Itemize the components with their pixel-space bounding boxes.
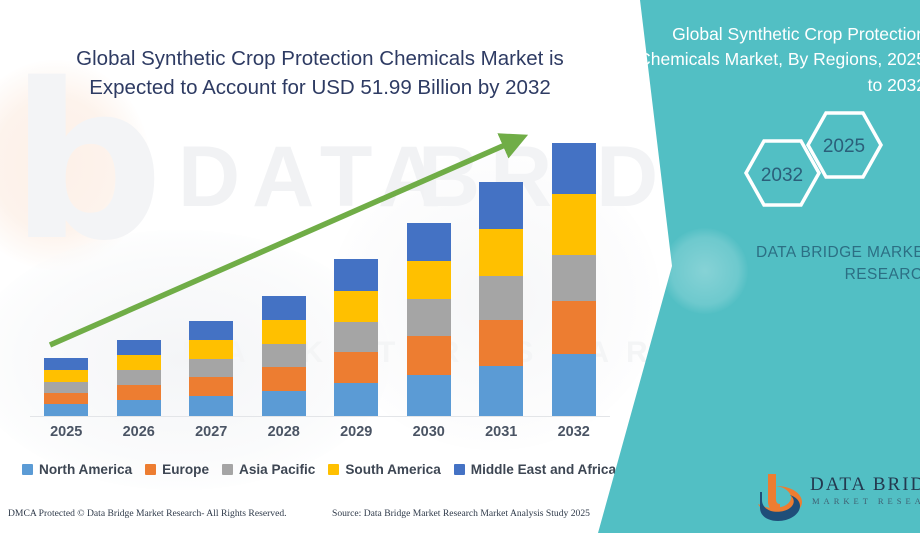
bar-2030 bbox=[406, 223, 451, 416]
x-axis-label-2031: 2031 bbox=[485, 424, 518, 440]
bar-segment bbox=[116, 340, 161, 355]
bar-segment bbox=[479, 366, 524, 416]
bar-segment bbox=[189, 359, 234, 377]
x-axis-line bbox=[30, 416, 610, 417]
bar-segment bbox=[334, 383, 379, 416]
x-axis-label-2027: 2027 bbox=[195, 424, 228, 440]
page-title: Global Synthetic Crop Protection Chemica… bbox=[76, 47, 564, 100]
bar-segment bbox=[261, 296, 306, 320]
bar-segment bbox=[334, 259, 379, 291]
chart-legend: North America Europe Asia Pacific South Ame… bbox=[22, 458, 616, 480]
x-axis-label-2029: 2029 bbox=[340, 424, 373, 440]
x-axis-label-2025: 2025 bbox=[50, 424, 83, 440]
legend-swatch-icon bbox=[145, 463, 157, 475]
bar-segment bbox=[406, 299, 451, 336]
bar-segment bbox=[551, 143, 596, 194]
bar-segment bbox=[44, 393, 89, 404]
bar-segment bbox=[334, 291, 379, 322]
chart-plot-area bbox=[30, 120, 610, 416]
hexagon-2025-label: 2025 bbox=[823, 136, 865, 157]
hexagon-2032-label: 2032 bbox=[761, 165, 803, 186]
bar-2027 bbox=[189, 321, 234, 416]
legend-item[interactable]: Asia Pacific bbox=[222, 462, 315, 477]
bar-segment bbox=[479, 182, 524, 229]
bar-segment bbox=[551, 301, 596, 354]
bar-2028 bbox=[261, 296, 306, 416]
x-axis-label-2028: 2028 bbox=[267, 424, 300, 440]
bar-segment bbox=[189, 321, 234, 340]
legend-item[interactable]: South America bbox=[328, 461, 441, 477]
bar-segment bbox=[261, 367, 306, 391]
bar-2031 bbox=[479, 182, 524, 416]
bar-segment bbox=[479, 320, 524, 366]
bar-segment bbox=[189, 396, 234, 416]
bar-segment bbox=[551, 194, 596, 255]
bar-segment bbox=[334, 352, 379, 383]
legend-label: North America bbox=[39, 461, 133, 477]
bar-segment bbox=[44, 382, 89, 393]
bar-segment bbox=[44, 404, 89, 416]
bar-segment bbox=[406, 261, 451, 299]
bar-segment bbox=[406, 223, 451, 261]
legend-swatch-icon bbox=[453, 463, 465, 475]
bar-segment bbox=[189, 340, 234, 359]
legend-label: Middle East and Africa bbox=[470, 461, 617, 477]
x-axis-label-2030: 2030 bbox=[412, 424, 445, 440]
bar-segment bbox=[406, 336, 451, 375]
bar-2029 bbox=[334, 259, 379, 416]
stacked-bar-chart: 2025 2026 2027 2028 2029 2030 2031 2032 bbox=[30, 120, 610, 448]
legend-label: Asia Pacific bbox=[239, 461, 316, 477]
bar-segment bbox=[261, 320, 306, 344]
hexagon-2025-shape bbox=[805, 111, 884, 179]
hexagon-year-badges: 2025 2032 bbox=[740, 105, 920, 215]
company-logo: DATA BRIDGE MARKET RESEARCH bbox=[746, 468, 920, 524]
bar-2032 bbox=[551, 143, 596, 416]
bar-segment bbox=[116, 385, 161, 400]
panel-brand-line-1: DATA BRIDGE MARKET bbox=[755, 244, 920, 261]
logo-wordmark: DATA BRIDGE bbox=[810, 474, 920, 495]
bar-segment bbox=[116, 400, 161, 416]
x-axis-label-2032: 2032 bbox=[557, 424, 590, 440]
bar-segment bbox=[44, 358, 89, 370]
bar-segment bbox=[551, 255, 596, 301]
bar-segment bbox=[189, 377, 234, 396]
bar-segment bbox=[116, 370, 161, 385]
bar-segment bbox=[44, 370, 89, 382]
bar-segment bbox=[334, 322, 379, 352]
logo-tagline: MARKET RESEARCH bbox=[812, 496, 920, 506]
panel-decorative-circle bbox=[662, 228, 748, 314]
legend-item[interactable]: Europe bbox=[145, 462, 209, 477]
panel-brand-name: DATA BRIDGE MARKET RESEARCH bbox=[674, 242, 920, 287]
bar-2026 bbox=[116, 340, 161, 416]
footer-source: Source: Data Bridge Market Research Mark… bbox=[332, 508, 590, 519]
bar-segment bbox=[479, 229, 524, 276]
panel-brand-line-2: RESEARCH bbox=[844, 266, 920, 284]
legend-label: South America bbox=[345, 461, 441, 477]
logo-mark-icon bbox=[758, 474, 802, 521]
footer-copyright: DMCA Protected © Data Bridge Market Rese… bbox=[8, 508, 287, 519]
legend-item[interactable]: North America bbox=[22, 462, 132, 477]
x-axis-labels: 2025 2026 2027 2028 2029 2030 2031 2032 bbox=[30, 424, 610, 448]
bar-segment bbox=[406, 375, 451, 416]
legend-swatch-icon bbox=[222, 463, 233, 475]
legend-swatch-icon bbox=[328, 463, 340, 475]
panel-title: Global Synthetic Crop Protection Chemica… bbox=[638, 24, 920, 95]
legend-label: Europe bbox=[162, 461, 209, 477]
bar-segment bbox=[261, 344, 306, 367]
legend-item[interactable]: Middle East and Africa bbox=[453, 461, 617, 477]
x-axis-label-2026: 2026 bbox=[122, 424, 155, 440]
bar-segment bbox=[479, 276, 524, 320]
hexagon-2032-shape bbox=[743, 139, 822, 207]
bar-segment bbox=[551, 354, 596, 416]
bar-segment bbox=[116, 355, 161, 370]
legend-swatch-icon bbox=[22, 463, 33, 475]
bar-segment bbox=[261, 391, 306, 416]
bar-2025 bbox=[44, 358, 89, 416]
